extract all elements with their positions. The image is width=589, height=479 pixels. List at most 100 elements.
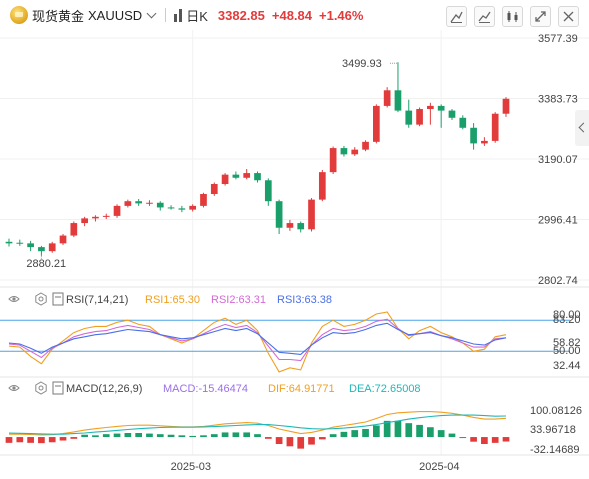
eye-icon[interactable] <box>8 296 20 302</box>
macd-histogram-bar <box>405 423 413 438</box>
price-change-percent: +1.46% <box>319 7 364 23</box>
candle-body <box>5 241 13 244</box>
macd-histogram-bar <box>437 430 445 438</box>
candle-body <box>27 243 34 248</box>
price-tick-label: 3577.39 <box>538 33 578 45</box>
collapse-panel-button[interactable] <box>575 110 589 146</box>
macd-histogram-bar <box>459 437 467 439</box>
candle-body <box>210 184 218 195</box>
dea-line <box>8 414 507 435</box>
candle-body <box>437 105 445 111</box>
header-divider <box>165 8 167 22</box>
macd-histogram-bar <box>189 435 197 438</box>
macd-histogram-bar <box>70 437 78 439</box>
macd-histogram-bar <box>146 433 153 438</box>
macd-histogram-bar <box>427 427 434 438</box>
macd-histogram-bar <box>491 437 499 443</box>
instrument-name[interactable]: 现货黄金 <box>32 8 85 24</box>
candle-body <box>38 247 45 252</box>
macd-histogram-bar <box>372 425 380 438</box>
candle-body <box>48 243 56 252</box>
rsi-indicator-icon[interactable] <box>52 292 64 306</box>
macd-histogram-bar <box>135 433 143 438</box>
dea-value: DEA:72.65008 <box>349 383 421 395</box>
candle-body <box>254 173 261 181</box>
candle-body <box>297 223 305 230</box>
macd-histogram-bar <box>383 420 391 438</box>
gold-coin-icon <box>10 6 28 24</box>
macd-histogram-bar <box>275 437 283 445</box>
low-price-annotation: 2880.21 <box>26 258 66 270</box>
macd-histogram-bar <box>124 433 132 438</box>
high-price-annotation: 3499.93 <box>342 58 382 70</box>
candle-body <box>243 173 251 178</box>
rsi1-value: RSI1:65.30 <box>145 294 200 306</box>
price-tick-label: 2802.74 <box>538 275 578 287</box>
candle-body <box>459 117 467 128</box>
candle-body <box>286 223 294 228</box>
macd-histogram-bar <box>243 432 251 438</box>
rsi2-value: RSI2:63.31 <box>211 294 266 306</box>
candle-body <box>275 201 283 228</box>
candle-body <box>481 140 488 144</box>
macd-label: MACD(12,26,9) <box>66 383 142 395</box>
instrument-symbol[interactable]: XAUUSD <box>88 7 143 23</box>
macd-histogram-bar <box>178 435 186 438</box>
macd-panel-header: MACD(12,26,9) MACD:-15.46474 DIF:64.9177… <box>8 381 421 395</box>
time-tick-label: 2025-03 <box>171 461 211 473</box>
close-icon[interactable] <box>558 6 579 27</box>
candle-body <box>189 205 197 210</box>
macd-histogram-bar <box>362 428 369 438</box>
rsi-series <box>0 311 570 373</box>
settings-icon[interactable] <box>35 381 47 395</box>
rsi3-line <box>8 322 507 355</box>
macd-histogram-bar <box>81 434 88 438</box>
candle-body <box>405 110 413 125</box>
price-change: +48.84 <box>271 7 312 23</box>
candle-body <box>135 201 143 204</box>
candle-body <box>81 218 88 224</box>
macd-histogram-bar <box>297 437 305 449</box>
indicator-icon[interactable] <box>474 6 495 27</box>
candle-body <box>416 109 423 125</box>
last-price: 3382.85 <box>217 7 265 23</box>
rsi-tick-label: 83.20 <box>553 314 581 326</box>
candle-body <box>167 207 175 209</box>
settings-icon[interactable] <box>35 292 47 306</box>
macd-histogram-bar <box>502 437 510 442</box>
rsi-panel-header: RSI(7,14,21) RSI1:65.30 RSI2:63.31 RSI3:… <box>8 292 332 306</box>
chart-type-icon[interactable] <box>502 6 523 27</box>
macd-indicator-icon[interactable] <box>52 381 64 395</box>
eye-icon[interactable] <box>8 385 20 391</box>
fullscreen-icon[interactable] <box>530 6 551 27</box>
macd-histogram-bar <box>59 437 67 441</box>
period-selector[interactable]: 日K <box>186 8 208 24</box>
candle-body <box>200 194 207 206</box>
rsi1-line <box>8 311 507 373</box>
draw-tools-icon[interactable] <box>446 6 467 27</box>
candle-body <box>340 148 348 155</box>
candle-body <box>102 215 110 217</box>
candle-body <box>221 174 229 185</box>
price-tick-label: 3190.07 <box>538 154 578 166</box>
macd-histogram-bar <box>221 432 229 438</box>
rsi-tick-label: 32.44 <box>553 360 581 372</box>
macd-histogram-bar <box>210 434 218 438</box>
candlestick-icon[interactable] <box>174 8 183 22</box>
candle-body <box>178 208 186 210</box>
candle-body <box>264 180 272 202</box>
macd-histogram-bar <box>329 434 337 438</box>
candle-body <box>502 98 510 114</box>
rsi-tick-label: 50.00 <box>553 345 581 357</box>
chart-grid <box>0 30 589 456</box>
macd-histogram-bar <box>38 437 45 444</box>
macd-histogram-bar <box>200 435 207 438</box>
candle-body <box>383 90 391 106</box>
macd-histogram-bar <box>92 435 99 438</box>
toolbar <box>446 6 579 27</box>
candle-body <box>362 141 369 150</box>
macd-histogram-bar <box>448 433 456 438</box>
candle-body <box>156 202 164 208</box>
